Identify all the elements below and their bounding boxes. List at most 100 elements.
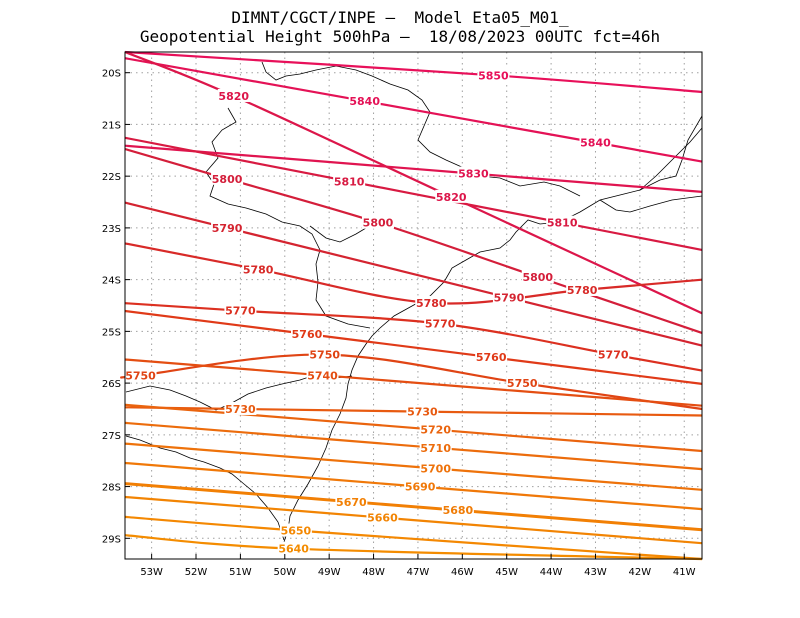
contour-label: 5700 — [420, 462, 451, 475]
contour-label: 5800 — [212, 173, 243, 186]
contour-label: 5730 — [225, 403, 256, 416]
contour-label-bg — [521, 270, 554, 284]
contour-label-bg — [419, 461, 452, 475]
contour-5710 — [124, 421, 703, 471]
lat-tick-label: 27S — [102, 431, 121, 442]
lon-tick-label: 44W — [540, 567, 563, 578]
contour-label-bg — [406, 404, 439, 418]
contour-label: 5850 — [478, 69, 509, 82]
contour-label: 5790 — [212, 222, 243, 235]
contour-label: 5750 — [309, 349, 340, 362]
contour-label-bg — [348, 94, 381, 108]
contour-label: 5770 — [225, 305, 256, 318]
contour-label: 5780 — [243, 263, 274, 276]
contour-label-bg — [211, 220, 244, 234]
border-line — [599, 195, 703, 213]
contour-label-bg — [475, 350, 508, 364]
contour-label: 5710 — [420, 442, 451, 455]
contour-label-bg — [333, 174, 366, 188]
chart-title-line-2: Geopotential Height 500hPa – 18/08/2023 … — [139, 27, 661, 46]
lon-tick-label: 41W — [673, 567, 696, 578]
contour-label: 5840 — [580, 137, 611, 150]
contour-5820 — [124, 50, 703, 315]
contour-label-bg — [306, 368, 339, 382]
contour-label-bg — [211, 171, 244, 185]
contour-5650 — [124, 515, 703, 561]
lat-tick-label: 23S — [102, 224, 121, 235]
contour-label: 5820 — [436, 191, 467, 204]
contour-label-bg — [457, 166, 490, 180]
contour-label: 5760 — [292, 328, 323, 341]
contour-5850 — [124, 50, 703, 94]
lon-tick-label: 46W — [451, 567, 474, 578]
border-line — [205, 107, 371, 329]
contour-label: 5670 — [336, 496, 367, 509]
contour-label: 5660 — [367, 512, 398, 525]
contour-5810 — [124, 136, 703, 251]
contour-label-bg — [546, 215, 579, 229]
border-line — [261, 61, 581, 197]
border-line — [309, 225, 367, 243]
contour-label-bg — [361, 215, 394, 229]
lat-tick-label: 20S — [102, 69, 121, 80]
lon-tick-label: 52W — [185, 567, 208, 578]
lon-tick-label: 51W — [229, 567, 252, 578]
longitude-axis: 53W 52W 51W 50W 49W 48W 47W 46W 45W 44W 43W 42W 41W — [140, 554, 696, 578]
contour-label: 5820 — [218, 90, 249, 103]
contour-label: 5650 — [281, 525, 312, 538]
lat-tick-label: 28S — [102, 483, 121, 494]
coastline-and-borders — [125, 61, 703, 549]
contour-label-bg — [277, 541, 310, 555]
contour-label-bg — [424, 316, 457, 330]
contour-label: 5800 — [363, 217, 394, 230]
contour-label-bg — [441, 502, 474, 516]
contour-5760 — [124, 309, 703, 385]
contour-label-bg — [579, 135, 612, 149]
contour-label: 5730 — [407, 406, 438, 419]
lon-tick-label: 47W — [407, 567, 430, 578]
border-line — [639, 127, 703, 191]
contour-label: 5770 — [425, 318, 456, 331]
chart-title-line-1: DIMNT/CGCT/INPE – Model Eta05_M01_ — [231, 8, 569, 27]
contour-label: 5740 — [307, 369, 338, 382]
contour-label: 5760 — [476, 351, 507, 364]
contour-label-bg — [224, 303, 257, 317]
contour-labels: 5850 5840 5840 5830 5820 5820 5810 5810 5800 5800… — [124, 68, 630, 556]
contour-label-bg — [124, 368, 157, 382]
contour-label-bg — [477, 68, 510, 82]
contour-label: 5800 — [522, 271, 553, 284]
contour-5640 — [124, 534, 703, 561]
contour-label: 5690 — [405, 481, 436, 494]
contour-label: 5840 — [349, 95, 380, 108]
contour-label-bg — [290, 326, 323, 340]
contour-label: 5810 — [547, 217, 578, 230]
contour-label: 5770 — [598, 349, 629, 362]
lat-tick-label: 21S — [102, 120, 121, 131]
contour-label-bg — [366, 510, 399, 524]
lon-tick-label: 45W — [495, 567, 518, 578]
lon-tick-label: 48W — [362, 567, 385, 578]
contour-label-bg — [217, 88, 250, 102]
contour-label-bg — [435, 189, 468, 203]
latitude-axis: 20S 21S 22S 23S 24S 25S 26S 27S 28S 29S — [102, 69, 130, 545]
contour-label: 5680 — [443, 504, 474, 517]
contour-label-bg — [492, 290, 525, 304]
lat-tick-label: 22S — [102, 172, 121, 183]
lon-tick-label: 50W — [273, 567, 296, 578]
lon-tick-label: 42W — [629, 567, 652, 578]
contour-label-bg — [308, 347, 341, 361]
contour-label: 5750 — [507, 377, 538, 390]
contour-label-bg — [415, 295, 448, 309]
lon-tick-label: 53W — [140, 567, 163, 578]
contour-label: 5780 — [567, 284, 598, 297]
contour-5840 — [124, 57, 703, 163]
contour-5790 — [124, 201, 703, 347]
contour-label-bg — [224, 401, 257, 415]
contour-label: 5640 — [278, 543, 309, 556]
contour-5660 — [124, 495, 703, 545]
contour-label-bg — [242, 262, 275, 276]
lat-tick-label: 29S — [102, 534, 121, 545]
contour-label-bg — [335, 495, 368, 509]
contour-label-bg — [404, 479, 437, 493]
